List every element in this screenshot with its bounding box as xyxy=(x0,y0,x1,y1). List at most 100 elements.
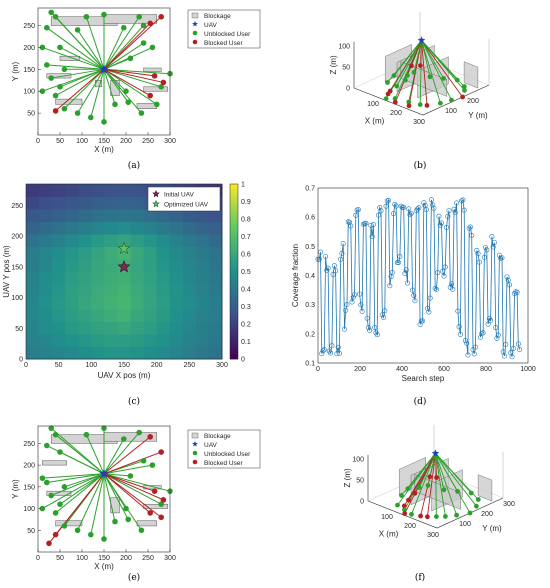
heatmap-cell xyxy=(143,246,158,260)
heatmap-cell xyxy=(117,184,132,197)
heatmap-cell xyxy=(182,221,197,235)
floor-front-edge xyxy=(367,497,504,529)
colorbar-segment xyxy=(230,201,238,204)
unblocked-link xyxy=(64,68,105,110)
y-axis-label: UAV Y pos (m) xyxy=(2,245,11,298)
unblocked-user-point xyxy=(112,518,118,525)
x-tick-label: 100 xyxy=(381,514,393,521)
legend-unblocked-swatch xyxy=(192,450,198,456)
heatmap-cell xyxy=(208,246,223,260)
coverage-trace-marker xyxy=(335,344,341,350)
unblocked-link xyxy=(103,16,140,70)
coverage-trace-marker xyxy=(452,209,458,215)
heatmap-cell xyxy=(130,309,145,322)
coverage-trace-marker xyxy=(383,203,389,209)
heatmap-cell xyxy=(78,184,92,197)
colorbar-segment xyxy=(230,331,238,334)
y-tick-label: 150 xyxy=(23,67,35,74)
unblocked-user-point xyxy=(467,510,473,516)
unblocked-link xyxy=(55,68,105,97)
y-tick-label: 100 xyxy=(23,89,35,96)
heatmap-cell xyxy=(169,271,184,285)
unblocked-user-point xyxy=(44,24,50,31)
coverage-trace-marker xyxy=(505,277,511,283)
coverage-trace-marker xyxy=(510,345,516,351)
colorbar-segment xyxy=(230,257,238,260)
unblocked-link xyxy=(413,40,422,73)
colorbar-segment xyxy=(230,292,238,295)
coverage-trace-marker xyxy=(353,212,359,218)
coverage-trace-marker xyxy=(406,206,412,212)
heatmap-cell xyxy=(169,246,184,260)
heatmap-cell xyxy=(104,234,118,247)
heatmap-cell xyxy=(104,284,118,297)
coverage-trace-marker xyxy=(318,249,324,255)
unblocked-link xyxy=(103,438,125,475)
legend-optimized-swatch xyxy=(152,200,160,208)
blockage-rect xyxy=(59,55,81,61)
blocked-link xyxy=(103,473,155,492)
heatmap-cell xyxy=(52,184,66,197)
y-tick-label: 50 xyxy=(27,528,35,535)
colorbar-segment xyxy=(230,189,238,192)
heatmap-cell xyxy=(156,209,171,222)
x-tick-label: 150 xyxy=(118,362,130,369)
colorbar-tick-label: 0.8 xyxy=(241,217,251,224)
unblocked-user-point xyxy=(455,489,460,494)
unblocked-user-point xyxy=(140,22,147,29)
y-tick-label: 0.5 xyxy=(305,244,315,251)
blocked-link xyxy=(404,453,436,514)
coverage-trace-marker xyxy=(359,308,365,314)
heatmap-cell xyxy=(156,309,171,322)
colorbar-box xyxy=(229,183,239,360)
blocked-user-point xyxy=(418,63,423,68)
unblocked-user-point xyxy=(391,73,397,79)
heatmap-cell xyxy=(208,309,223,322)
unblocked-user-point xyxy=(88,531,94,538)
heatmap-cell xyxy=(91,321,105,335)
coverage-trace-marker xyxy=(446,208,452,214)
heatmap-cell xyxy=(91,271,105,285)
heatmap-cell xyxy=(130,346,145,360)
coverage-trace-marker xyxy=(325,265,331,271)
x-axis-label: Search step xyxy=(402,374,445,383)
unblocked-link xyxy=(46,473,105,483)
coverage-trace-marker xyxy=(365,325,371,331)
coverage-trace-marker xyxy=(444,224,450,230)
colorbar-tick-label: 0.4 xyxy=(241,287,251,294)
heatmap-cell xyxy=(143,346,158,360)
colorbar-segment xyxy=(230,224,238,227)
colorbar-segment xyxy=(230,345,238,348)
coverage-trace-marker xyxy=(330,272,336,278)
panel-caption: (a) xyxy=(128,160,140,171)
coverage-trace-marker xyxy=(420,318,426,324)
x-tick-label: 400 xyxy=(396,366,408,373)
coverage-trace-marker xyxy=(417,321,423,327)
colorbar-segment xyxy=(230,353,238,356)
unblocked-user-point xyxy=(52,510,59,516)
heatmap-cell xyxy=(39,246,53,260)
heatmap-cell xyxy=(104,321,118,335)
legend-label: Blocked User xyxy=(204,40,243,47)
coverage-trace-marker xyxy=(413,208,419,214)
colorbar-segment xyxy=(230,229,238,232)
blocked-user-point xyxy=(160,497,167,503)
unblocked-link xyxy=(103,27,125,70)
blocked-link xyxy=(394,40,422,103)
blocked-user-point xyxy=(52,531,59,538)
coverage-trace-marker xyxy=(466,225,472,231)
coverage-trace-marker xyxy=(348,223,354,229)
x-tick-label: 200 xyxy=(120,138,132,145)
blocked-link xyxy=(103,436,151,475)
heatmap-cell xyxy=(208,284,223,297)
uav-marker xyxy=(417,36,426,44)
unblocked-user-point xyxy=(52,431,59,438)
heatmap-cell xyxy=(182,309,197,322)
unblocked-user-point xyxy=(441,487,447,493)
heatmap-cell xyxy=(143,259,158,272)
optimized-uav-marker xyxy=(117,241,131,254)
y-tick-label: 200 xyxy=(23,463,35,470)
colorbar-segment xyxy=(230,185,238,188)
x-tick-label: 200 xyxy=(120,555,132,562)
